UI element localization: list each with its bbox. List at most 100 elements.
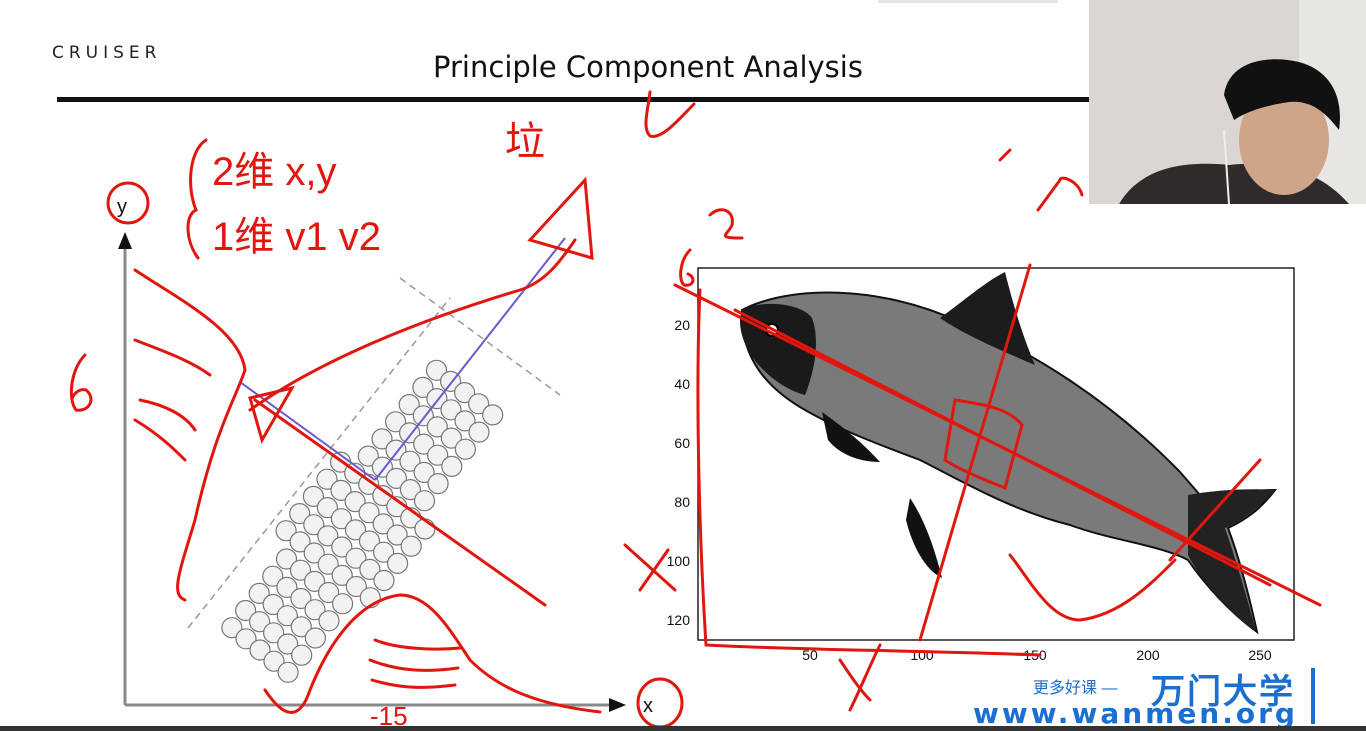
ink-brace (186, 138, 208, 260)
scatter-point (275, 520, 297, 542)
scatter-point (427, 473, 449, 495)
scatter-point (426, 416, 448, 438)
scatter-point (441, 455, 463, 477)
y-ticks: 20 40 60 80 100 120 (667, 317, 691, 628)
scatter-point (303, 514, 325, 536)
scatter-point (400, 535, 422, 557)
scatter-point (235, 628, 257, 650)
scatter-point (249, 639, 271, 661)
scatter-point (331, 564, 353, 587)
ink-bottom-curve (263, 593, 602, 714)
x-tick-label: 200 (1136, 647, 1160, 663)
ink-text-2d: 2维 x,y (212, 150, 336, 194)
scatter-point (277, 661, 299, 683)
scatter-point (371, 428, 393, 450)
y-tick-label: 20 (674, 317, 690, 333)
scatter-point (289, 559, 312, 581)
title-divider (57, 97, 1090, 102)
ink-fish-axis-perp (918, 263, 1032, 642)
scatter-point (276, 576, 298, 599)
scatter-point (358, 530, 381, 552)
scatter-point (468, 393, 490, 415)
scatter-point (275, 548, 298, 570)
fish-pelvic-fin (906, 498, 942, 578)
scatter-point (262, 565, 284, 587)
scatter-point (373, 541, 395, 563)
scatter-point (317, 553, 339, 575)
presenter-face (1239, 85, 1329, 195)
ink-text-1d: 1维 v1 v2 (212, 215, 381, 259)
webcam-feed (1089, 0, 1366, 204)
y-tick-label: 120 (667, 612, 691, 628)
scatter-point (303, 542, 325, 564)
scatter-point (468, 421, 490, 443)
ink-small-2 (708, 208, 744, 240)
scatter-point (413, 433, 435, 455)
scatter-point (454, 382, 476, 404)
ink-bottom-scribble (368, 638, 462, 689)
scatter-point (344, 519, 367, 541)
ink-circle-y (106, 181, 150, 225)
scatter-point (372, 513, 394, 535)
scatter-point (330, 479, 352, 501)
ink-small-6 (679, 248, 695, 287)
scatter-point (263, 622, 285, 644)
scatter-point (291, 644, 313, 666)
ink-pc2-arrowhead (248, 385, 296, 444)
scatter-point (413, 461, 435, 483)
scatter-point (332, 593, 354, 615)
scatter-point (412, 376, 434, 398)
x-axis-arrow (609, 698, 626, 712)
scatter-point (387, 552, 409, 575)
scatter-point (318, 581, 340, 604)
scatter-point (345, 547, 367, 569)
scatter-point (385, 467, 407, 489)
scatter-point (331, 536, 353, 558)
scatter-point (330, 508, 352, 530)
top-strip (878, 0, 1058, 3)
watermark-url: www.wanmen.org (973, 697, 1298, 730)
y-axis-label: y (117, 196, 127, 218)
pc2-dashed-axis (399, 277, 561, 396)
scatter-point (399, 479, 421, 501)
ink-pc1-arrowhead (527, 176, 594, 261)
x-tick-label: 250 (1248, 647, 1272, 663)
ink-fish-bracket (696, 288, 1042, 657)
scatter-point (249, 611, 271, 633)
ink-curve-left (133, 268, 247, 602)
scatter-point (440, 427, 462, 449)
scatter-point (248, 582, 270, 605)
scatter-point (235, 599, 257, 622)
ink-fish-axis-long-2 (733, 308, 1272, 587)
scatter-point (371, 456, 393, 478)
x-tick-label: 50 (802, 647, 818, 663)
bottom-bar (0, 726, 1366, 731)
scatter-point (386, 524, 408, 546)
scatter-point (440, 399, 462, 421)
scatter-point (289, 502, 311, 525)
scatter-points (221, 359, 504, 683)
scatter-point (373, 569, 395, 592)
scatter-point (454, 438, 476, 460)
scatter-point (290, 616, 312, 638)
scatter-point (413, 490, 436, 512)
fish-dorsal-fin (940, 272, 1035, 365)
ink-fish-bottom-y (838, 643, 882, 712)
slide-title: Principle Component Analysis (433, 50, 863, 84)
scatter-point (454, 410, 476, 432)
scatter-point (385, 411, 407, 433)
ink-mark-top-right (998, 148, 1084, 212)
scatter-point (398, 394, 420, 416)
scatter-point (262, 593, 284, 616)
presenter-video (1089, 0, 1366, 204)
watermark-brand: 万门大学 (1151, 672, 1295, 712)
scatter-point (344, 491, 366, 513)
scatter-point (316, 497, 338, 519)
scatter-point (427, 444, 449, 466)
scatter-point (221, 617, 243, 639)
fish-pectoral-fin (822, 412, 880, 462)
ink-pc1-line (248, 238, 577, 412)
earphone-cable (1223, 129, 1230, 204)
scatter-point (276, 605, 298, 627)
scatter-point (482, 404, 504, 426)
